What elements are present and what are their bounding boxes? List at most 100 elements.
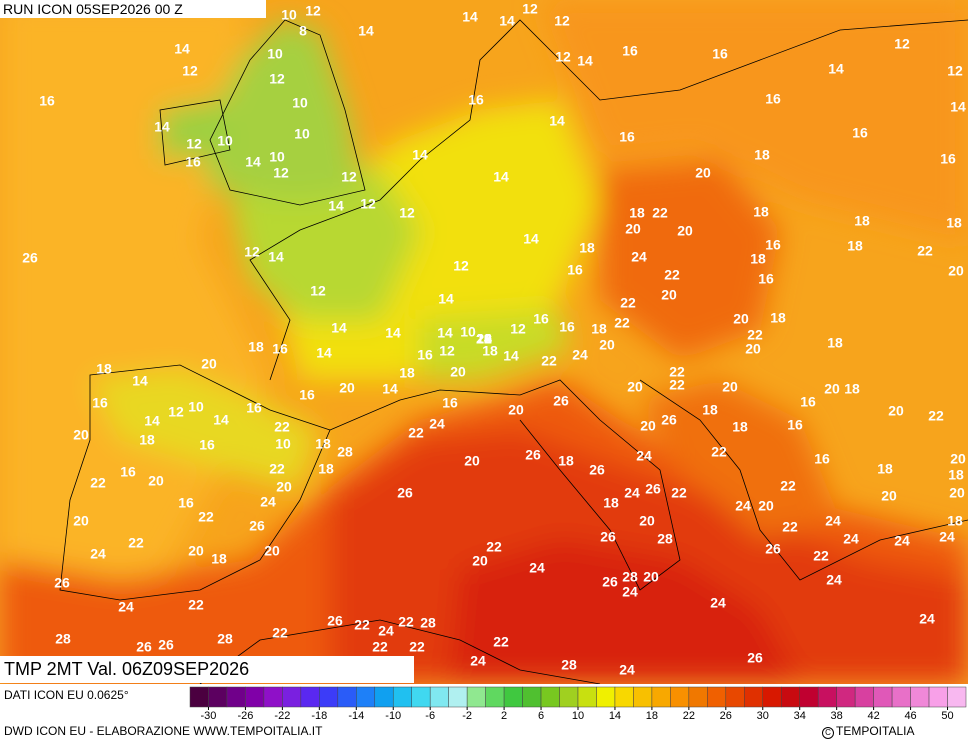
temperature-label: 20 bbox=[464, 453, 480, 469]
temperature-label: 12 bbox=[168, 404, 184, 420]
coastline bbox=[59, 364, 331, 601]
temperature-label: 14 bbox=[268, 249, 284, 265]
coastline bbox=[199, 619, 601, 684]
temperature-label: 22 bbox=[813, 548, 829, 564]
colorbar-swatch bbox=[263, 686, 283, 708]
temperature-label: 20 bbox=[476, 331, 492, 347]
temperature-label: 18 bbox=[603, 495, 619, 511]
temperature-label: 18 bbox=[629, 205, 645, 221]
temperature-label: 28 bbox=[476, 331, 492, 347]
temperature-label: 22 bbox=[128, 535, 144, 551]
temperature-label: 16 bbox=[39, 93, 55, 109]
temperature-label: 18 bbox=[750, 251, 766, 267]
temperature-label: 16 bbox=[246, 400, 262, 416]
temperature-label: 22 bbox=[664, 267, 680, 283]
temperature-label: 20 bbox=[472, 553, 488, 569]
colorbar-tick-label: -14 bbox=[348, 710, 364, 722]
temperature-label: 18 bbox=[946, 215, 962, 231]
temperature-label: 22 bbox=[409, 639, 425, 655]
temperature-label: 18 bbox=[591, 321, 607, 337]
temperature-label: 28 bbox=[337, 444, 353, 460]
temperature-label: 22 bbox=[476, 331, 492, 347]
temperature-label: 14 bbox=[503, 348, 519, 364]
temperature-label: 24 bbox=[476, 331, 492, 347]
temperature-label: 18 bbox=[315, 436, 331, 452]
colorbar-swatch bbox=[762, 686, 782, 708]
colorbar-swatch bbox=[392, 686, 412, 708]
temperature-label: 16 bbox=[178, 495, 194, 511]
temperature-label: 26 bbox=[602, 574, 618, 590]
temperature-label: 28 bbox=[217, 631, 233, 647]
temperature-label: 12 bbox=[554, 13, 570, 29]
temperature-label: 8 bbox=[299, 23, 307, 39]
temperature-label: 22 bbox=[917, 243, 933, 259]
temperature-label: 26 bbox=[747, 650, 763, 666]
temperature-label: 20 bbox=[508, 402, 524, 418]
temperature-label: 16 bbox=[940, 151, 956, 167]
temperature-label: 10 bbox=[269, 149, 285, 165]
temperature-label: 22 bbox=[928, 408, 944, 424]
colorbar-swatch bbox=[947, 686, 967, 708]
temperature-label: 14 bbox=[438, 291, 454, 307]
colorbar-tick-label: 22 bbox=[683, 710, 695, 722]
temperature-label: 22 bbox=[669, 377, 685, 393]
temperature-label: 16 bbox=[533, 311, 549, 327]
temperature-label: 20 bbox=[599, 337, 615, 353]
temperature-label: 22 bbox=[614, 315, 630, 331]
temperature-label: 20 bbox=[640, 418, 656, 434]
temperature-label: 22 bbox=[541, 353, 557, 369]
temperature-label: 20 bbox=[264, 543, 280, 559]
temperature-label: 18 bbox=[732, 419, 748, 435]
colorbar-tick-label: 18 bbox=[646, 710, 658, 722]
temperature-label: 24 bbox=[636, 448, 652, 464]
colorbar-swatch bbox=[522, 686, 542, 708]
temperature-label: 24 bbox=[919, 611, 935, 627]
temperature-label: 22 bbox=[90, 475, 106, 491]
temperature-label: 22 bbox=[398, 614, 414, 630]
temperature-label: 20 bbox=[339, 380, 355, 396]
temperature-label: 12 bbox=[439, 343, 455, 359]
temperature-label: 20 bbox=[888, 403, 904, 419]
temperature-label: 20 bbox=[148, 473, 164, 489]
temperature-label: 18 bbox=[399, 365, 415, 381]
temperature-label: 20 bbox=[276, 479, 292, 495]
temperature-label: 14 bbox=[549, 113, 565, 129]
colorbar-swatch bbox=[633, 686, 653, 708]
temperature-label: 24 bbox=[939, 529, 955, 545]
temperature-label: 20 bbox=[450, 364, 466, 380]
temperature-label: 16 bbox=[417, 347, 433, 363]
temperature-label: 26 bbox=[327, 613, 343, 629]
temperature-label: 22 bbox=[486, 539, 502, 555]
temperature-label: 20 bbox=[677, 223, 693, 239]
temperature-label: 26 bbox=[765, 541, 781, 557]
temperature-label: 24 bbox=[624, 485, 640, 501]
temperature-label: 16 bbox=[199, 437, 215, 453]
temperature-label: 14 bbox=[412, 147, 428, 163]
temperature-label: 20 bbox=[733, 311, 749, 327]
temperature-label: 14 bbox=[462, 9, 478, 25]
colorbar-tick-label: 2 bbox=[501, 710, 507, 722]
temperature-label: 12 bbox=[522, 1, 538, 17]
temperature-label: 18 bbox=[558, 453, 574, 469]
temperature-label: 22 bbox=[493, 634, 509, 650]
temperature-label: 18 bbox=[754, 147, 770, 163]
colorbar-swatch bbox=[780, 686, 800, 708]
temperature-label: 18 bbox=[844, 381, 860, 397]
colorbar-tick-label: -2 bbox=[462, 710, 472, 722]
temperature-label: 26 bbox=[22, 250, 38, 266]
temperature-label: 24 bbox=[476, 331, 492, 347]
temperature-label: 14 bbox=[328, 198, 344, 214]
temperature-label: 10 bbox=[460, 324, 476, 340]
temperature-label: 12 bbox=[182, 63, 198, 79]
temperature-label: 14 bbox=[382, 381, 398, 397]
run-label: RUN ICON 05SEP2026 00 Z bbox=[0, 0, 266, 18]
map-title: TMP 2MT Val. 06Z09SEP2026 bbox=[0, 656, 414, 683]
temperature-label: 26 bbox=[397, 485, 413, 501]
temperature-label: 18 bbox=[770, 310, 786, 326]
colorbar-swatch bbox=[688, 686, 708, 708]
colorbar-tick-label: 38 bbox=[831, 710, 843, 722]
temperature-label: 18 bbox=[854, 213, 870, 229]
temperature-label: 26 bbox=[553, 393, 569, 409]
temperature-label: 16 bbox=[299, 387, 315, 403]
